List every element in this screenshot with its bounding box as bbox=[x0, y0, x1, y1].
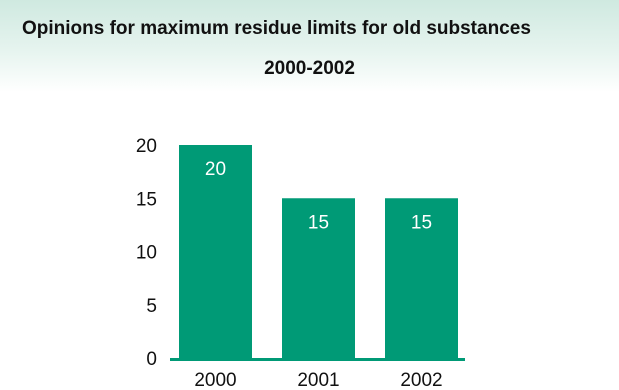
x-tick-label-2001: 2001 bbox=[297, 370, 339, 390]
y-tick-label: 10 bbox=[136, 243, 157, 264]
x-tick-label-2000: 2000 bbox=[194, 370, 236, 390]
data-label-2001: 15 bbox=[308, 212, 329, 233]
chart-subtitle: 2000-2002 bbox=[264, 58, 355, 79]
y-tick-label: 0 bbox=[146, 349, 157, 370]
y-tick-label: 15 bbox=[136, 189, 157, 210]
chart-header: Opinions for maximum residue limits for … bbox=[0, 0, 619, 92]
bar-2000 bbox=[179, 145, 252, 358]
data-label-2002: 15 bbox=[411, 212, 432, 233]
x-tick-label-2002: 2002 bbox=[400, 370, 442, 390]
y-tick-label: 20 bbox=[136, 136, 157, 157]
data-label-2000: 20 bbox=[205, 159, 226, 180]
bar-2001 bbox=[282, 198, 355, 358]
chart-title: Opinions for maximum residue limits for … bbox=[22, 18, 531, 39]
bar-2002 bbox=[385, 198, 458, 358]
y-tick-label: 5 bbox=[146, 296, 157, 317]
